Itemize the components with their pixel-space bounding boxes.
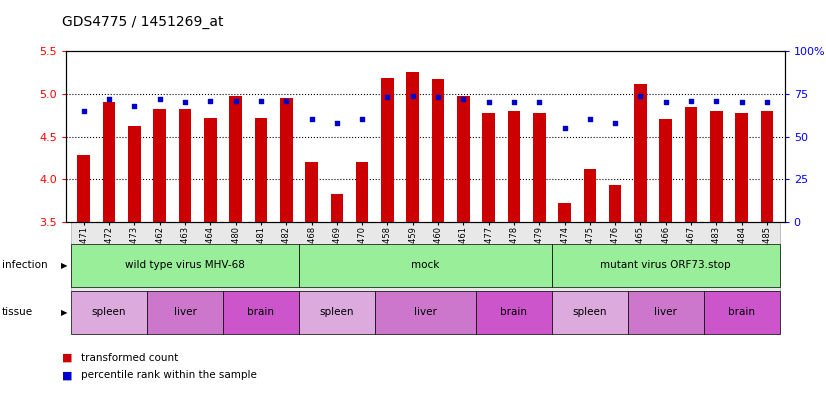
Bar [381,79,394,222]
Text: spleen: spleen [92,307,126,318]
Text: mock: mock [411,260,439,270]
Bar [457,95,470,222]
Bar [634,84,647,222]
Bar [128,126,140,222]
Point [710,97,723,104]
Text: ■: ■ [62,353,73,363]
Bar [482,114,495,222]
Text: wild type virus MHV-68: wild type virus MHV-68 [125,260,245,270]
Point [153,96,166,102]
Point [685,97,698,104]
Bar [583,169,596,222]
Text: brain: brain [501,307,528,318]
Bar [280,98,292,222]
Point [735,99,748,105]
Bar [735,114,748,222]
Bar [558,203,571,222]
Point [128,103,141,109]
Bar [356,162,368,222]
Text: ▶: ▶ [61,261,68,270]
Text: infection: infection [2,260,47,270]
Bar [406,72,419,222]
Bar [659,119,672,222]
Point [229,97,242,104]
Point [558,125,571,131]
Point [204,97,217,104]
Point [330,120,344,126]
Text: spleen: spleen [320,307,354,318]
Text: liver: liver [414,307,437,318]
Point [77,108,90,114]
Text: ■: ■ [62,370,73,380]
Point [381,94,394,100]
Point [507,99,520,105]
Bar [230,95,242,222]
Point [761,99,774,105]
Bar [305,162,318,222]
Bar [204,118,216,222]
Text: spleen: spleen [572,307,607,318]
Bar [178,109,192,222]
Bar [432,79,444,222]
Bar [508,111,520,222]
Bar [102,101,116,222]
Text: ▶: ▶ [61,308,68,317]
Point [457,96,470,102]
Bar [254,118,268,222]
Bar [685,107,697,222]
Text: brain: brain [248,307,274,318]
Text: mutant virus ORF73.stop: mutant virus ORF73.stop [601,260,731,270]
Bar [330,194,343,222]
Text: GDS4775 / 1451269_at: GDS4775 / 1451269_at [62,15,224,29]
Text: transformed count: transformed count [81,353,178,363]
Text: liver: liver [654,307,677,318]
Bar [154,109,166,222]
Point [533,99,546,105]
Text: brain: brain [729,307,755,318]
Point [406,92,420,99]
Bar [533,114,546,222]
Point [583,116,596,123]
Point [280,97,293,104]
Point [102,96,116,102]
Text: percentile rank within the sample: percentile rank within the sample [81,370,257,380]
Bar [761,111,773,222]
Point [659,99,672,105]
Point [482,99,496,105]
Point [431,94,444,100]
Bar [78,155,90,222]
Point [634,92,647,99]
Text: tissue: tissue [2,307,33,318]
Point [178,99,192,105]
Point [355,116,368,123]
Bar [710,111,723,222]
Bar [609,185,621,222]
Point [254,97,268,104]
Text: liver: liver [173,307,197,318]
Point [305,116,318,123]
Point [609,120,622,126]
